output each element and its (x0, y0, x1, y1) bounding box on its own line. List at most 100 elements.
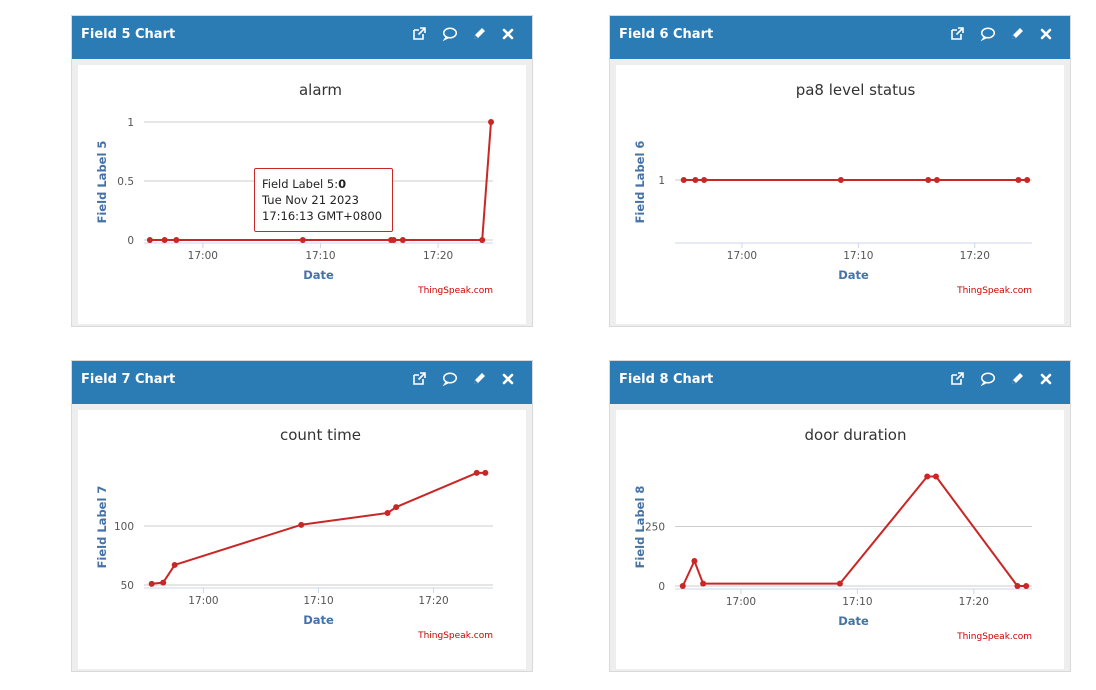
data-point (932, 473, 939, 480)
x-tick-label: 17:10 (843, 250, 873, 262)
external-link-icon[interactable] (411, 26, 429, 44)
y-axis-label: Field Label 7 (95, 486, 109, 569)
data-point (384, 510, 391, 517)
data-point (1023, 583, 1030, 589)
comment-icon[interactable] (980, 26, 998, 44)
line-chart: alarm 0 0.5 1 17:00 17:10 17:20 Date Field Label… (95, 81, 495, 296)
y-tick-label: 250 (645, 522, 665, 534)
data-point (393, 504, 400, 511)
comment-icon[interactable] (442, 371, 460, 389)
x-axis-label: Date (303, 268, 334, 282)
external-link-icon[interactable] (949, 26, 967, 44)
x-tick-label: 17:20 (960, 250, 990, 262)
y-tick-label: 1 (127, 117, 134, 129)
x-axis-label: Date (838, 614, 869, 628)
data-point (679, 583, 686, 589)
panel-header: Field 7 Chart (72, 361, 532, 404)
data-point (680, 177, 687, 183)
x-axis-label: Date (303, 613, 334, 627)
thingspeak-credit: ThingSpeak.com (956, 286, 1032, 296)
data-point (479, 237, 486, 243)
chart-plot-area: count time 50 100 17:00 17:10 17:20 Date Field … (78, 410, 526, 669)
data-point (700, 580, 707, 587)
data-point (837, 177, 844, 183)
data-point (701, 177, 708, 183)
y-tick-label: 0 (658, 581, 665, 593)
y-tick-label: 0.5 (117, 176, 134, 188)
panel-body: pa8 level status 1 17:00 17:10 17:20 Date Fiel… (610, 59, 1070, 326)
x-tick-label: 17:00 (188, 595, 218, 607)
close-icon[interactable] (1038, 371, 1056, 389)
chart-plot-area: door duration 0 250 17:00 17:10 17:20 Date Fiel… (616, 410, 1064, 669)
data-point (298, 521, 305, 528)
x-tick-label: 17:20 (418, 595, 448, 607)
data-point (692, 177, 699, 183)
panel-body: door duration 0 250 17:00 17:10 17:20 Date Fiel… (610, 404, 1070, 671)
pencil-icon[interactable] (1009, 371, 1027, 389)
y-axis-label: Field Label 6 (633, 141, 647, 224)
close-icon[interactable] (1038, 26, 1056, 44)
x-tick-label: 17:00 (726, 596, 756, 608)
thingspeak-credit: ThingSpeak.com (417, 631, 493, 641)
tooltip-date: Tue Nov 21 2023 (262, 193, 359, 207)
pencil-icon[interactable] (471, 371, 489, 389)
y-tick-label: 0 (127, 235, 134, 247)
data-point (399, 237, 406, 243)
pencil-icon[interactable] (1009, 26, 1027, 44)
x-tick-label: 17:20 (423, 250, 453, 262)
chart-tooltip: Field Label 5:0 Tue Nov 21 2023 17:16:13… (254, 168, 393, 232)
y-tick-label: 1 (658, 175, 665, 187)
data-point (171, 561, 178, 568)
comment-icon[interactable] (980, 371, 998, 389)
tooltip-time: 17:16:13 GMT+0800 (262, 209, 383, 223)
panel-header: Field 6 Chart (610, 16, 1070, 59)
panel-title: Field 8 Chart (619, 372, 714, 387)
panel-header: Field 8 Chart (610, 361, 1070, 404)
chart-panel-field-5: Field 5 Chart alarm 0 0.5 1 17:00 17:10 17:20 D… (71, 15, 533, 327)
data-point (488, 119, 495, 125)
comment-icon[interactable] (442, 26, 460, 44)
thingspeak-credit: ThingSpeak.com (417, 286, 493, 296)
y-tick-label: 100 (114, 521, 134, 533)
external-link-icon[interactable] (411, 371, 429, 389)
data-point (146, 237, 153, 243)
data-point (299, 237, 306, 243)
chart-panel-field-7: Field 7 Chart count time 50 100 17:00 17:10 1… (71, 360, 533, 672)
external-link-icon[interactable] (949, 371, 967, 389)
chart-title: door duration (805, 426, 907, 444)
thingspeak-credit: ThingSpeak.com (956, 632, 1032, 642)
close-icon[interactable] (500, 26, 518, 44)
data-point (933, 177, 940, 183)
chart-panel-field-6: Field 6 Chart pa8 level status 1 17:00 17:1… (609, 15, 1071, 327)
data-point (160, 579, 167, 586)
data-point (173, 237, 180, 243)
panel-title: Field 5 Chart (81, 27, 176, 42)
chart-title: count time (280, 426, 361, 444)
panel-body: count time 50 100 17:00 17:10 17:20 Date Field … (72, 404, 532, 671)
x-tick-label: 17:10 (842, 596, 872, 608)
data-point (390, 237, 397, 243)
x-tick-label: 17:00 (188, 250, 218, 262)
data-point (1014, 583, 1021, 589)
chart-panel-field-8: Field 8 Chart door duration 0 250 17:00 17:1… (609, 360, 1071, 672)
panel-header: Field 5 Chart (72, 16, 532, 59)
data-point (925, 177, 932, 183)
pencil-icon[interactable] (471, 26, 489, 44)
data-point (1024, 177, 1031, 183)
y-axis-label: Field Label 5 (95, 141, 109, 224)
data-point (836, 580, 843, 587)
y-axis-label: Field Label 8 (633, 486, 647, 569)
line-chart: count time 50 100 17:00 17:10 17:20 Date Field … (95, 426, 493, 641)
chart-plot-area: alarm 0 0.5 1 17:00 17:10 17:20 Date Field Label… (78, 65, 526, 324)
tooltip-label: Field Label 5: (262, 177, 339, 191)
chart-title: pa8 level status (796, 81, 916, 99)
data-point (473, 469, 480, 476)
x-axis-label: Date (838, 268, 869, 282)
y-tick-label: 50 (121, 580, 134, 592)
panel-title: Field 6 Chart (619, 27, 714, 42)
close-icon[interactable] (500, 371, 518, 389)
tooltip-value: 0 (338, 177, 347, 191)
panel-body: alarm 0 0.5 1 17:00 17:10 17:20 Date Field Label… (72, 59, 532, 326)
data-point (924, 473, 931, 480)
chart-plot-area: pa8 level status 1 17:00 17:10 17:20 Date Fiel… (616, 65, 1064, 324)
